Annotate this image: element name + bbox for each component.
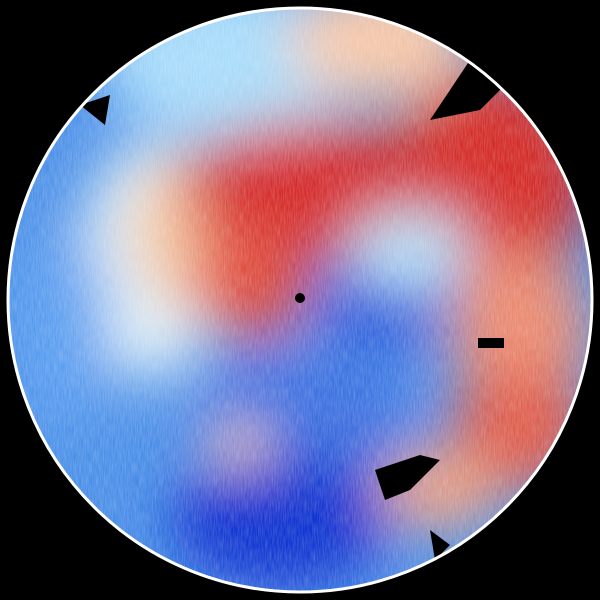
range-ring: [6, 6, 594, 594]
radar-site: [295, 293, 305, 303]
